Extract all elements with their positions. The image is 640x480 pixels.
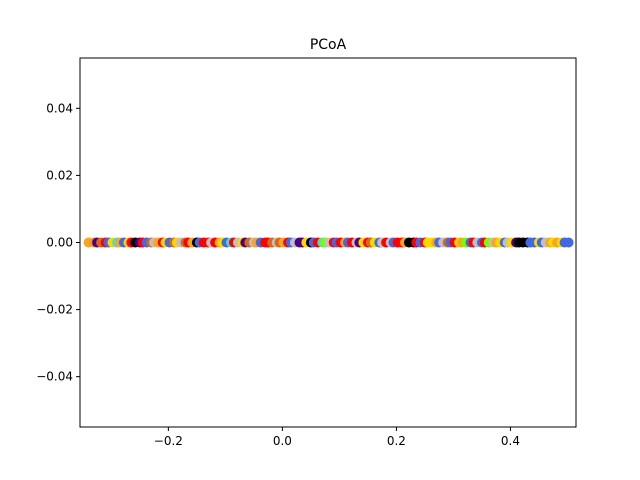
x-tick-label: −0.2 <box>154 434 183 448</box>
x-tick-label: 0.2 <box>387 434 406 448</box>
y-axis: −0.04 −0.02 0.00 0.02 0.04 <box>36 101 80 384</box>
y-tick-label: −0.04 <box>36 370 73 384</box>
y-tick-label: 0.02 <box>46 168 73 182</box>
data-point <box>563 237 574 248</box>
x-tick-label: 0.0 <box>273 434 292 448</box>
y-tick-label: 0.04 <box>46 101 73 115</box>
y-tick-label: −0.02 <box>36 303 73 317</box>
scatter-points <box>83 237 574 248</box>
chart-title: PCoA <box>310 37 347 53</box>
y-tick-label: 0.00 <box>46 236 73 250</box>
x-tick-label: 0.4 <box>501 434 520 448</box>
x-axis: −0.2 0.0 0.2 0.4 <box>154 427 520 448</box>
